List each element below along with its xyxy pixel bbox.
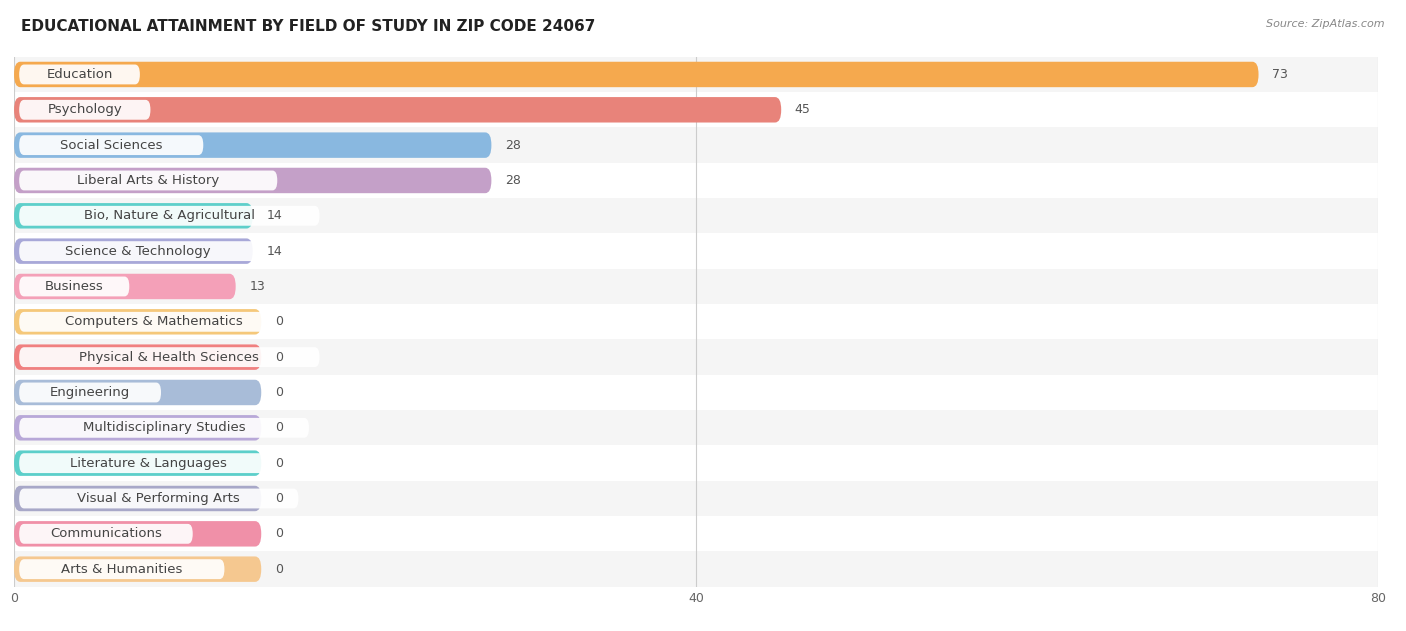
Text: Liberal Arts & History: Liberal Arts & History [77, 174, 219, 187]
Bar [14, 233, 1378, 269]
Text: 0: 0 [276, 457, 283, 469]
Text: EDUCATIONAL ATTAINMENT BY FIELD OF STUDY IN ZIP CODE 24067: EDUCATIONAL ATTAINMENT BY FIELD OF STUDY… [21, 19, 596, 34]
FancyBboxPatch shape [14, 168, 492, 193]
FancyBboxPatch shape [14, 274, 236, 299]
FancyBboxPatch shape [14, 203, 253, 228]
Bar [14, 481, 1378, 516]
Bar [14, 92, 1378, 127]
Bar [14, 375, 1378, 410]
FancyBboxPatch shape [14, 486, 262, 511]
FancyBboxPatch shape [20, 170, 277, 191]
FancyBboxPatch shape [20, 453, 277, 473]
Text: 14: 14 [266, 245, 283, 257]
Text: Computers & Mathematics: Computers & Mathematics [65, 316, 242, 328]
Bar [14, 57, 1378, 92]
Text: Social Sciences: Social Sciences [60, 139, 163, 151]
Text: Communications: Communications [51, 528, 162, 540]
Text: 0: 0 [276, 563, 283, 575]
FancyBboxPatch shape [14, 62, 1258, 87]
Text: 73: 73 [1272, 68, 1288, 81]
Text: Arts & Humanities: Arts & Humanities [60, 563, 183, 575]
Text: Psychology: Psychology [48, 103, 122, 116]
FancyBboxPatch shape [14, 415, 262, 440]
Text: Business: Business [45, 280, 104, 293]
FancyBboxPatch shape [20, 559, 225, 579]
FancyBboxPatch shape [14, 451, 262, 476]
Bar [14, 516, 1378, 551]
FancyBboxPatch shape [14, 97, 782, 122]
FancyBboxPatch shape [20, 64, 139, 85]
Text: 0: 0 [276, 386, 283, 399]
Bar [14, 445, 1378, 481]
Text: Source: ZipAtlas.com: Source: ZipAtlas.com [1267, 19, 1385, 29]
Text: Science & Technology: Science & Technology [65, 245, 211, 257]
Text: 0: 0 [276, 528, 283, 540]
FancyBboxPatch shape [14, 309, 262, 334]
Bar [14, 339, 1378, 375]
Text: Visual & Performing Arts: Visual & Performing Arts [77, 492, 240, 505]
Bar [14, 127, 1378, 163]
FancyBboxPatch shape [14, 345, 262, 370]
Text: Multidisciplinary Studies: Multidisciplinary Studies [83, 422, 246, 434]
FancyBboxPatch shape [20, 206, 319, 226]
FancyBboxPatch shape [14, 239, 253, 264]
FancyBboxPatch shape [14, 557, 262, 582]
Text: Literature & Languages: Literature & Languages [70, 457, 226, 469]
FancyBboxPatch shape [20, 418, 309, 438]
Text: 0: 0 [276, 422, 283, 434]
Text: 45: 45 [794, 103, 811, 116]
Bar [14, 198, 1378, 233]
FancyBboxPatch shape [20, 382, 162, 403]
Text: 13: 13 [249, 280, 266, 293]
FancyBboxPatch shape [20, 347, 319, 367]
FancyBboxPatch shape [14, 380, 262, 405]
Text: 14: 14 [266, 209, 283, 222]
Text: 28: 28 [505, 139, 520, 151]
Text: Education: Education [46, 68, 112, 81]
FancyBboxPatch shape [20, 524, 193, 544]
FancyBboxPatch shape [14, 521, 262, 546]
FancyBboxPatch shape [20, 241, 256, 261]
Bar [14, 551, 1378, 587]
Text: Engineering: Engineering [51, 386, 131, 399]
FancyBboxPatch shape [14, 133, 492, 158]
Text: 0: 0 [276, 492, 283, 505]
Text: 0: 0 [276, 316, 283, 328]
Text: 0: 0 [276, 351, 283, 363]
Bar [14, 163, 1378, 198]
Bar [14, 269, 1378, 304]
Bar [14, 410, 1378, 445]
FancyBboxPatch shape [20, 276, 129, 297]
Text: 28: 28 [505, 174, 520, 187]
FancyBboxPatch shape [20, 100, 150, 120]
FancyBboxPatch shape [20, 312, 288, 332]
Text: Bio, Nature & Agricultural: Bio, Nature & Agricultural [84, 209, 254, 222]
FancyBboxPatch shape [20, 135, 204, 155]
Text: Physical & Health Sciences: Physical & Health Sciences [79, 351, 259, 363]
Bar [14, 304, 1378, 339]
FancyBboxPatch shape [20, 488, 298, 509]
